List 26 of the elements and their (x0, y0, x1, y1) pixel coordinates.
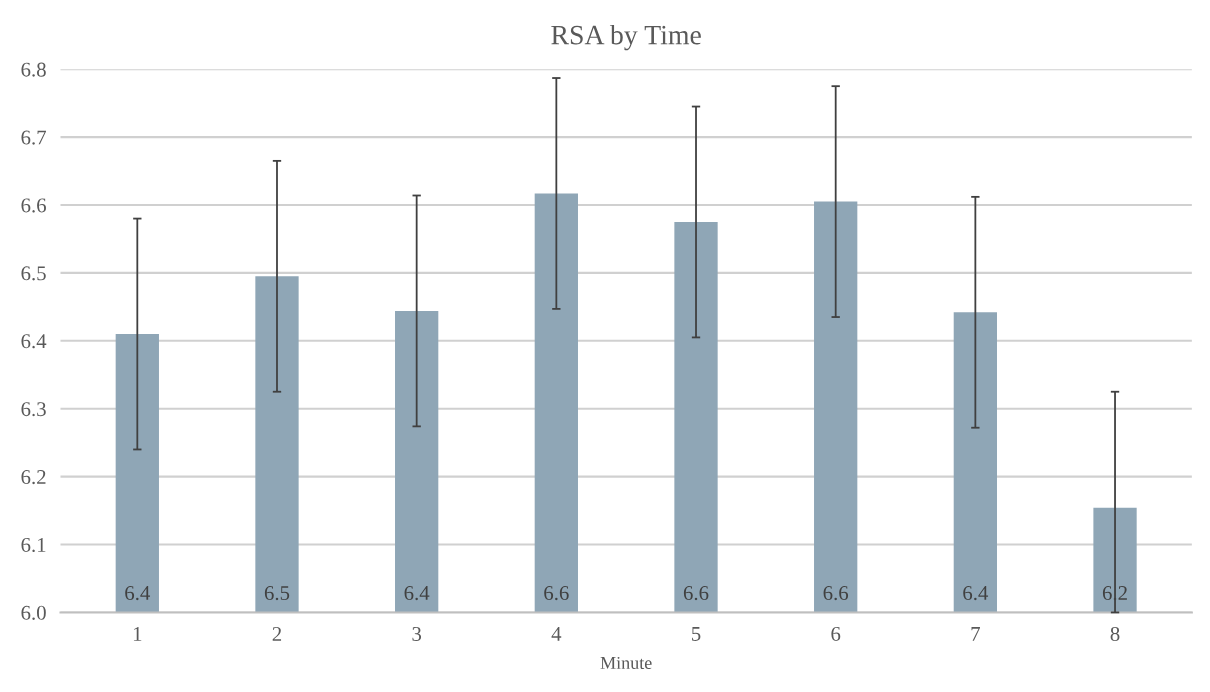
y-tick-label: 6.6 (21, 198, 46, 213)
x-axis-title: Minute (600, 656, 652, 670)
y-tick-label: 6.4 (21, 334, 47, 349)
y-tick-label: 6.2 (21, 470, 46, 485)
data-label: 6.6 (544, 586, 569, 601)
data-label: 6.5 (264, 586, 290, 601)
x-tick-label: 4 (551, 627, 562, 641)
y-tick-label: 6.5 (21, 266, 46, 281)
data-label: 6.6 (683, 586, 709, 601)
x-tick-label: 1 (133, 627, 142, 641)
data-label: 6.4 (404, 586, 430, 601)
y-tick-label: 6.1 (21, 537, 46, 553)
data-label: 6.4 (125, 586, 151, 601)
data-label: 6.6 (823, 586, 849, 601)
y-tick-label: 6.0 (21, 605, 46, 620)
y-tick-label: 6.8 (21, 62, 46, 77)
x-tick-label: 3 (412, 626, 422, 641)
x-tick-label: 7 (971, 627, 980, 641)
y-tick-label: 6.3 (21, 402, 46, 417)
x-tick-label: 8 (1110, 626, 1120, 641)
x-tick-label: 2 (272, 626, 282, 641)
y-tick-label: 6.7 (21, 130, 47, 145)
x-tick-label: 6 (831, 626, 841, 641)
x-tick-label: 5 (692, 627, 701, 641)
chart-title: RSA by Time (551, 24, 701, 51)
data-label: 6.4 (963, 586, 989, 601)
